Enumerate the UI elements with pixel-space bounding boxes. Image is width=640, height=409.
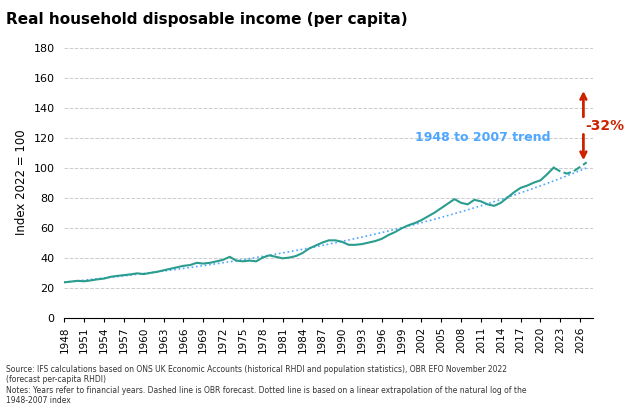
Text: 1948 to 2007 trend: 1948 to 2007 trend xyxy=(415,131,550,144)
Text: Real household disposable income (per capita): Real household disposable income (per ca… xyxy=(6,12,408,27)
Y-axis label: Index 2022 = 100: Index 2022 = 100 xyxy=(15,130,28,236)
Text: Source: IFS calculations based on ONS UK Economic Accounts (historical RHDI and : Source: IFS calculations based on ONS UK… xyxy=(6,365,527,405)
Text: -32%: -32% xyxy=(586,119,625,133)
